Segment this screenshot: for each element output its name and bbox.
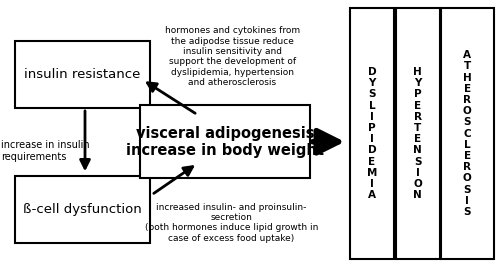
FancyBboxPatch shape [15,40,150,108]
Text: H
Y
P
E
R
T
E
N
S
I
O
N: H Y P E R T E N S I O N [413,67,422,200]
Text: insulin resistance: insulin resistance [24,68,140,81]
Text: A
T
H
E
R
O
S
C
L
E
R
O
S
I
S: A T H E R O S C L E R O S I S [463,50,471,217]
Text: ß-cell dysfunction: ß-cell dysfunction [23,203,142,216]
Text: increase in insulin
requirements: increase in insulin requirements [1,140,90,162]
FancyBboxPatch shape [441,8,494,259]
Text: D
Y
S
L
I
P
I
D
E
M
I
A: D Y S L I P I D E M I A [367,67,377,200]
FancyBboxPatch shape [396,8,440,259]
Text: hormones and cytokines from
the adipodse tissue reduce
insulin sensitivity and
s: hormones and cytokines from the adipodse… [165,26,300,87]
Text: visceral adipogenesis
increase in body weight: visceral adipogenesis increase in body w… [126,126,324,158]
FancyBboxPatch shape [140,105,310,178]
Text: increased insulin- and proinsulin-
secretion
(both hormones induce lipid growth : increased insulin- and proinsulin- secre… [145,203,318,243]
FancyBboxPatch shape [15,176,150,243]
FancyBboxPatch shape [350,8,394,259]
